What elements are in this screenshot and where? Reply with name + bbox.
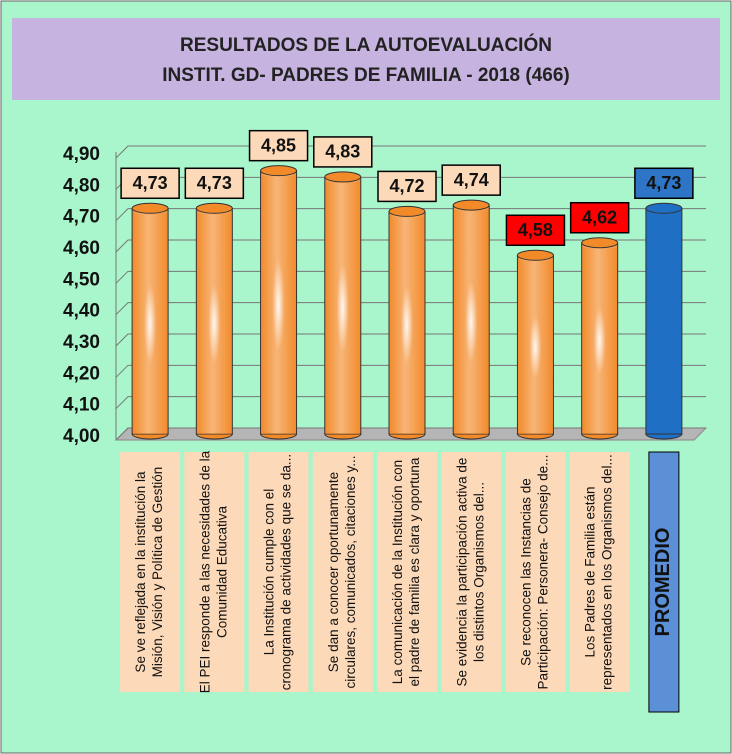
grid-line bbox=[115, 427, 706, 441]
bar-glow bbox=[390, 216, 424, 434]
data-label-box bbox=[184, 167, 245, 200]
data-label: 4,85 bbox=[261, 135, 296, 155]
y-tick-label: 4,30 bbox=[63, 332, 100, 353]
bar-body bbox=[645, 207, 683, 435]
category-box bbox=[184, 452, 245, 692]
data-label-box bbox=[248, 129, 309, 162]
x-tick-label: La Institución cumple con el bbox=[262, 489, 277, 656]
bar-top bbox=[452, 199, 490, 211]
bar-top bbox=[645, 202, 683, 214]
data-label: 4,62 bbox=[582, 207, 617, 227]
data-label-box bbox=[120, 167, 180, 200]
x-tick-label: el padre de familia es clara y oportuna bbox=[407, 457, 422, 686]
grid-line bbox=[115, 145, 706, 159]
x-tick-label: Se ve reflejada en la institución la bbox=[133, 471, 148, 673]
bar-top bbox=[388, 205, 426, 217]
data-label-box bbox=[569, 201, 630, 234]
bar-top bbox=[516, 249, 554, 261]
bar-top bbox=[195, 202, 233, 214]
grid-line bbox=[115, 333, 706, 347]
grid-line bbox=[115, 270, 706, 284]
bar-glow bbox=[518, 260, 553, 434]
x-tick-label: Comunidad Educativa bbox=[214, 505, 229, 638]
x-tick-label: circulares, comunicados, citaciones y... bbox=[343, 455, 358, 688]
x-tick-label: representados en los Organismos del... bbox=[600, 454, 615, 690]
y-tick-label: 4,60 bbox=[63, 238, 100, 259]
bar bbox=[645, 202, 683, 440]
bar bbox=[388, 205, 426, 440]
y-tick-label: 4,70 bbox=[63, 207, 100, 228]
y-tick-label: 4,20 bbox=[63, 363, 100, 384]
category-box bbox=[377, 452, 437, 692]
y-tick-label: 4,80 bbox=[63, 175, 100, 196]
category-box bbox=[569, 452, 630, 692]
x-tick-label: Misión, Visión y Política de Gestión bbox=[150, 467, 165, 678]
x-tick-label: cronograma de actividades que se da... bbox=[279, 454, 294, 690]
y-tick-label: 4,00 bbox=[63, 426, 100, 447]
bar-glow bbox=[325, 181, 360, 434]
category-box bbox=[120, 452, 181, 692]
category-box bbox=[248, 452, 309, 692]
data-label-box bbox=[634, 167, 694, 200]
data-label-box bbox=[313, 136, 373, 168]
bar bbox=[324, 171, 362, 440]
bar-glow bbox=[133, 213, 168, 434]
bar-glow bbox=[261, 175, 296, 434]
bar bbox=[260, 165, 298, 440]
bar bbox=[581, 237, 619, 440]
data-label: 4,73 bbox=[133, 173, 168, 193]
x-tick-label: PROMEDIO bbox=[652, 528, 674, 637]
grid-line bbox=[115, 302, 706, 316]
category-box bbox=[312, 452, 373, 692]
x-tick-label: El PEI responde a las necesidades de la bbox=[197, 450, 212, 693]
y-tick-label: 4,90 bbox=[63, 144, 100, 165]
x-tick-label: Se evidencia la participación activa de bbox=[454, 458, 469, 687]
grid-line bbox=[115, 208, 706, 222]
bar bbox=[452, 199, 490, 440]
grid-line bbox=[115, 364, 706, 378]
bar-glow bbox=[454, 210, 489, 434]
bar-top bbox=[324, 171, 362, 183]
grid-line bbox=[115, 396, 706, 410]
bar-glow bbox=[582, 247, 617, 434]
title-box bbox=[12, 18, 720, 100]
category-box bbox=[648, 451, 680, 713]
x-tick-label: Los Padres de Familia están bbox=[583, 486, 598, 657]
x-tick-label: Se reconocen las Instancias de bbox=[519, 478, 534, 666]
data-label: 4,72 bbox=[389, 176, 424, 196]
bar-top bbox=[581, 237, 619, 249]
data-label: 4,58 bbox=[518, 220, 553, 240]
x-tick-label: La comunicación de la Institución con bbox=[390, 460, 405, 684]
y-tick-label: 4,50 bbox=[63, 269, 100, 290]
bar-top bbox=[131, 202, 169, 214]
bar-top bbox=[260, 165, 298, 177]
data-label-box bbox=[505, 214, 566, 247]
category-box bbox=[505, 452, 566, 692]
chart-title: INSTIT. GD- PADRES DE FAMILIA - 2018 (46… bbox=[162, 65, 570, 86]
x-tick-label: Se dan a conocer oportunamente bbox=[326, 472, 341, 672]
bar bbox=[131, 202, 169, 440]
x-tick-label: los distintos Organismos del... bbox=[471, 482, 486, 662]
data-label: 4,73 bbox=[646, 173, 681, 193]
data-label: 4,74 bbox=[454, 170, 489, 190]
y-tick-label: 4,40 bbox=[63, 301, 100, 322]
bar bbox=[516, 249, 554, 440]
data-label-box bbox=[377, 170, 437, 203]
data-label: 4,73 bbox=[197, 173, 232, 193]
x-tick-label: Participación: Personera- Consejo de... bbox=[536, 455, 551, 690]
data-label-box bbox=[441, 164, 501, 196]
chart-title: RESULTADOS DE LA AUTOEVALUACIÓN bbox=[180, 34, 552, 56]
bar bbox=[195, 202, 233, 440]
y-tick-label: 4,10 bbox=[63, 395, 100, 416]
data-label: 4,83 bbox=[325, 142, 360, 162]
bar-glow bbox=[197, 213, 232, 434]
category-box bbox=[441, 452, 502, 692]
